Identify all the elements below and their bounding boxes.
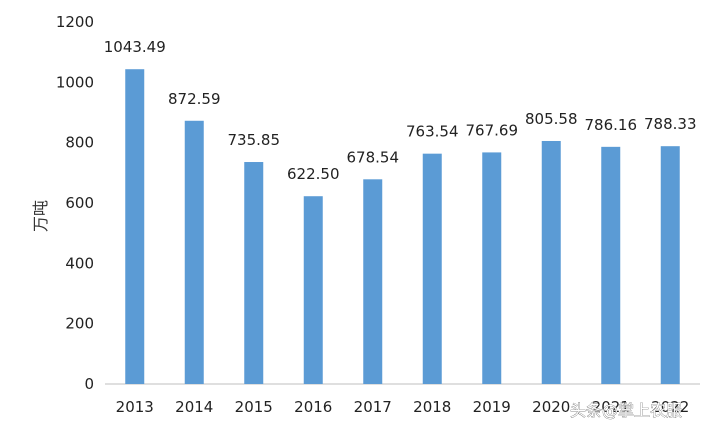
x-tick-label: 2020: [532, 398, 570, 416]
data-label: 872.59: [168, 90, 221, 108]
bar: [184, 120, 204, 385]
watermark: 头条@掌上农服: [570, 401, 682, 420]
bar: [125, 69, 145, 384]
bar: [660, 146, 680, 384]
bar: [244, 162, 264, 384]
bar: [601, 146, 621, 384]
x-tick-label: 2013: [116, 398, 154, 416]
y-tick-label: 800: [65, 134, 94, 152]
data-label: 767.69: [466, 121, 519, 139]
bar: [303, 196, 323, 384]
x-tick-label: 2021: [592, 398, 630, 416]
bar: [482, 152, 502, 384]
y-tick-label: 400: [65, 254, 94, 272]
x-axis-ticks: 2013 2014 2015 2016 2017 2018 2019 2020 2021 2022: [116, 398, 690, 416]
x-tick-label: 2017: [354, 398, 392, 416]
data-label: 622.50: [287, 165, 340, 183]
y-tick-label: 0: [84, 375, 94, 393]
y-tick-label: 1200: [56, 13, 94, 31]
data-label: 763.54: [406, 123, 459, 141]
y-tick-label: 1000: [56, 73, 94, 91]
x-tick-label: 2014: [175, 398, 213, 416]
x-tick-label: 2018: [413, 398, 451, 416]
y-tick-label: 600: [65, 194, 94, 212]
bar: [422, 153, 442, 384]
x-tick-label: 2022: [651, 398, 689, 416]
data-label: 735.85: [228, 131, 281, 149]
data-labels: 1043.49 872.59 735.85 622.50 678.54 763.54 767…: [104, 38, 697, 183]
bar: [363, 179, 383, 384]
bars: [125, 69, 680, 385]
bar: [541, 140, 561, 384]
x-tick-label: 2019: [473, 398, 511, 416]
data-label: 805.58: [525, 110, 578, 128]
data-label: 1043.49: [104, 38, 166, 56]
data-label: 678.54: [347, 148, 400, 166]
y-axis-label: 万吨: [31, 200, 50, 232]
y-tick-label: 200: [65, 315, 94, 333]
x-tick-label: 2015: [235, 398, 273, 416]
x-tick-label: 2016: [294, 398, 332, 416]
data-label: 786.16: [585, 116, 638, 134]
y-axis-ticks: 0 200 400 600 800 1000 1200: [56, 13, 94, 393]
data-label: 788.33: [644, 115, 697, 133]
